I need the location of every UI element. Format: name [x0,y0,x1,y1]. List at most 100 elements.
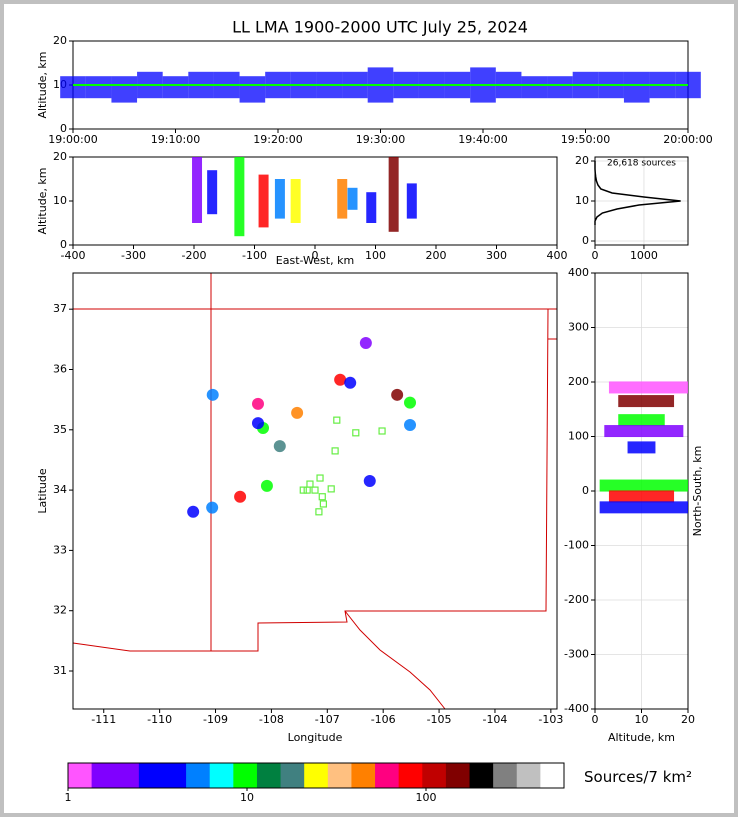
colorbar-block [233,763,258,788]
x-tick-label: -110 [147,713,172,726]
source-cluster [290,179,301,223]
station [378,427,386,435]
colorbar-block [445,763,471,788]
colorbar-block [398,763,423,788]
colorbar-block [516,763,541,788]
source-cluster [599,479,688,492]
plot-frame [72,156,558,246]
x-tick-label: 0 [312,249,319,262]
altitude-histogram [594,161,681,225]
altitude-band [111,76,138,103]
y-tick-label: -300 [564,648,589,661]
y-tick-label: 36 [53,362,67,375]
annotation: 26,618 sources [607,159,676,169]
x-tick-label: 20 [681,713,695,726]
colorbar-block [68,763,93,788]
y-tick-label: 20 [53,150,67,163]
source-cluster [359,336,372,349]
x-axis-label: Altitude, km [608,731,675,744]
altitude-band [239,76,266,103]
x-tick-label: -100 [242,249,267,262]
source-cluster [206,501,219,514]
x-axis-label: Longitude [288,731,343,744]
colorbar-block [138,763,163,788]
source-cluster [192,157,203,223]
y-axis-label: Altitude, km [36,167,49,234]
x-tick-label: 10 [635,713,649,726]
x-tick-label: -103 [538,713,563,726]
y-tick-label: 20 [53,34,67,47]
x-tick-label: -400 [61,249,86,262]
source-cluster [388,157,399,232]
x-axis-label: East-West, km [276,254,354,267]
y-tick-label: -200 [564,593,589,606]
y-tick-label: 35 [53,423,67,436]
y-tick-label: -400 [564,702,589,715]
source-cluster [604,425,684,438]
x-tick-label: 20:00:00 [663,133,712,146]
source-cluster [608,381,688,394]
y-tick-label: 200 [568,375,589,388]
colorbar-block [280,763,305,788]
source-cluster [404,396,417,409]
altitude-band [60,76,86,99]
x-tick-label: -300 [121,249,146,262]
source-cluster [207,170,218,215]
colorbar-block [209,763,234,788]
y-tick-label: 32 [53,604,67,617]
source-cluster [347,187,358,210]
x-tick-label: -106 [371,713,396,726]
source-cluster [344,376,357,389]
source-cluster [187,505,200,518]
y-axis-label: Latitude [36,468,49,514]
x-tick-label: -104 [482,713,507,726]
y-tick-label: 0 [60,122,67,135]
state-borders [72,273,557,710]
plot-frame [72,272,558,710]
colorbar-block [256,763,282,788]
colorbar-block [186,763,211,788]
x-tick-label: 19:10:00 [151,133,200,146]
x-tick-label: -107 [315,713,340,726]
y-tick-label: 400 [568,266,589,279]
chart-title: LL LMA 1900-2000 UTC July 25, 2024 [232,18,528,37]
source-cluster [206,388,219,401]
y-tick-label: 100 [568,430,589,443]
source-cluster [618,414,665,427]
y-tick-label: 10 [575,194,589,207]
x-tick-label: 19:50:00 [561,133,610,146]
x-tick-label: 1000 [630,249,658,262]
source-cluster [258,174,269,228]
y-axis-label: Altitude, km [36,51,49,118]
source-cluster [366,192,377,223]
colorbar-block [422,763,447,788]
colorbar-block [493,763,518,788]
colorbar-block [540,763,565,788]
source-cluster [234,157,245,237]
y-tick-label: 31 [53,664,67,677]
station [311,486,319,494]
x-tick-label: 200 [426,249,447,262]
x-tick-label: -111 [91,713,116,726]
colorbar-block [162,763,187,788]
altitude-band [623,71,650,103]
source-cluster [627,441,656,454]
plot-frame [594,156,689,246]
y-tick-label: 0 [60,238,67,251]
y-tick-label: 34 [53,483,67,496]
altitude-band [521,76,548,99]
colorbar-frame [67,762,565,789]
x-tick-label: 0 [592,713,599,726]
source-cluster [274,179,285,219]
colorbar-tick-label: 100 [416,791,437,804]
station [327,485,335,493]
altitude-band [85,76,112,99]
colorbar-block [469,763,494,788]
source-cluster [618,395,675,408]
source-cluster [251,397,264,410]
y-tick-label: 37 [53,302,67,315]
source-cluster [291,406,304,419]
x-tick-label: 19:40:00 [458,133,507,146]
source-cluster [363,475,376,488]
